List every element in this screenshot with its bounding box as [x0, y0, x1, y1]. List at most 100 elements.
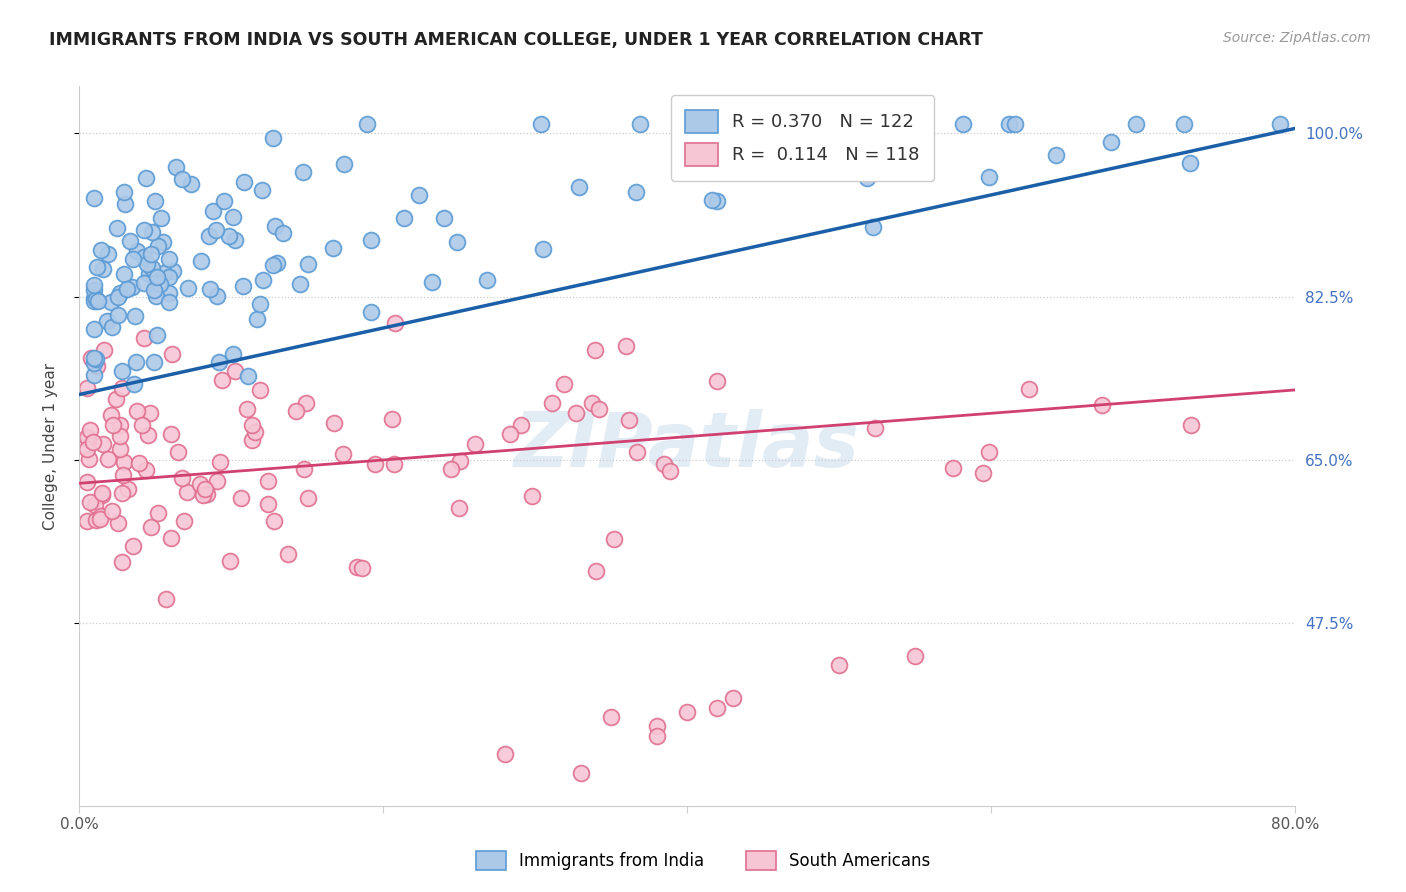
Point	[218, 229, 240, 244]
Point	[262, 131, 284, 145]
Point	[246, 312, 269, 326]
Point	[231, 491, 253, 505]
Point	[101, 504, 124, 518]
Point	[159, 426, 181, 441]
Point	[475, 272, 498, 286]
Point	[141, 520, 163, 534]
Point	[141, 246, 163, 260]
Point	[132, 331, 155, 345]
Point	[105, 221, 128, 235]
Point	[112, 186, 135, 200]
Point	[80, 351, 103, 365]
Point	[149, 277, 172, 292]
Point	[568, 180, 591, 194]
Point	[159, 531, 181, 545]
Point	[384, 316, 406, 330]
Point	[77, 451, 100, 466]
Point	[292, 462, 315, 476]
Point	[420, 275, 443, 289]
Point	[124, 355, 146, 369]
Point	[107, 308, 129, 322]
Point	[828, 658, 851, 673]
Point	[394, 211, 416, 225]
Point	[84, 512, 107, 526]
Point	[111, 364, 134, 378]
Point	[264, 219, 287, 233]
Point	[1045, 148, 1067, 162]
Point	[588, 401, 610, 416]
Point	[77, 432, 100, 446]
Point	[191, 488, 214, 502]
Point	[360, 233, 382, 247]
Point	[998, 117, 1021, 131]
Point	[121, 280, 143, 294]
Point	[236, 369, 259, 384]
Point	[177, 281, 200, 295]
Point	[89, 512, 111, 526]
Point	[356, 117, 378, 131]
Point	[79, 495, 101, 509]
Point	[86, 359, 108, 374]
Point	[224, 233, 246, 247]
Point	[212, 194, 235, 209]
Text: Source: ZipAtlas.com: Source: ZipAtlas.com	[1223, 31, 1371, 45]
Point	[257, 497, 280, 511]
Point	[117, 482, 139, 496]
Point	[157, 269, 180, 284]
Point	[112, 267, 135, 281]
Point	[83, 293, 105, 308]
Point	[145, 327, 167, 342]
Point	[645, 719, 668, 733]
Point	[499, 427, 522, 442]
Point	[208, 354, 231, 368]
Point	[82, 435, 104, 450]
Point	[180, 177, 202, 191]
Point	[221, 210, 243, 224]
Point	[295, 395, 318, 409]
Point	[271, 226, 294, 240]
Point	[155, 592, 177, 607]
Point	[236, 402, 259, 417]
Point	[583, 343, 606, 357]
Point	[520, 489, 543, 503]
Point	[105, 392, 128, 406]
Point	[243, 425, 266, 439]
Point	[83, 368, 105, 382]
Point	[381, 412, 404, 426]
Point	[240, 418, 263, 433]
Point	[188, 477, 211, 491]
Point	[257, 474, 280, 488]
Point	[942, 461, 965, 475]
Point	[263, 514, 285, 528]
Point	[433, 211, 456, 225]
Point	[977, 445, 1000, 459]
Point	[659, 464, 682, 478]
Point	[152, 266, 174, 280]
Point	[297, 257, 319, 271]
Legend: R = 0.370   N = 122, R =  0.114   N = 118: R = 0.370 N = 122, R = 0.114 N = 118	[671, 95, 934, 180]
Point	[564, 406, 586, 420]
Point	[86, 260, 108, 274]
Point	[207, 289, 229, 303]
Point	[135, 256, 157, 270]
Point	[408, 188, 430, 202]
Point	[173, 515, 195, 529]
Point	[531, 242, 554, 256]
Point	[290, 277, 312, 291]
Point	[128, 456, 150, 470]
Point	[449, 454, 471, 468]
Point	[76, 442, 98, 457]
Point	[1091, 398, 1114, 412]
Point	[139, 405, 162, 419]
Point	[108, 417, 131, 432]
Point	[108, 429, 131, 443]
Point	[97, 246, 120, 260]
Point	[124, 310, 146, 324]
Point	[100, 294, 122, 309]
Point	[91, 485, 114, 500]
Point	[86, 351, 108, 366]
Point	[107, 516, 129, 530]
Point	[321, 241, 343, 255]
Point	[152, 235, 174, 249]
Text: ZIPatlas: ZIPatlas	[515, 409, 860, 483]
